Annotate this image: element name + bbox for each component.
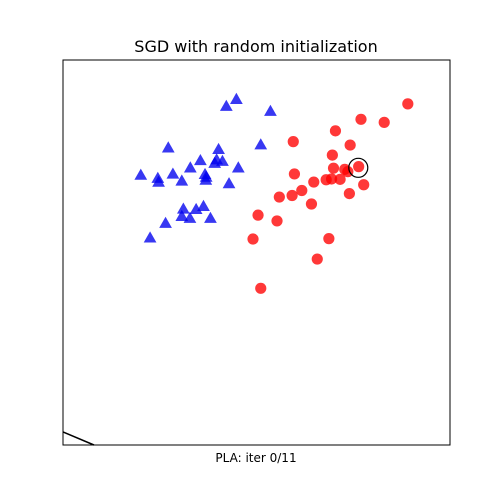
circle-point [378,116,390,128]
triangle-point [199,170,213,182]
triangle-point [159,216,172,228]
triangle-point [204,211,217,223]
circle-point [252,209,264,221]
triangle-point [189,202,203,215]
circle-point [287,136,299,148]
triangle-point [183,161,197,173]
triangle-point [222,177,236,189]
circle-point [334,173,346,185]
triangle-point [197,199,210,211]
x-axis-label: PLA: iter 0/11 [215,451,296,465]
triangle-point [212,142,225,154]
circle-point [327,162,340,174]
triangle-point [254,138,268,150]
circle-point [358,179,370,191]
circle-point [355,113,367,125]
axes-frame [62,59,451,446]
circle-point [320,174,332,186]
circle-point [286,189,298,202]
circle-point [323,233,335,245]
triangle-point [166,167,180,179]
circle-point [311,253,323,265]
circle-point [288,168,301,180]
plot-area [62,59,451,446]
circle-point [353,161,365,173]
decision-boundary-line [62,431,95,446]
triangle-point [134,168,148,180]
circle-point [343,187,355,200]
circle-point [273,191,285,203]
triangle-point [216,154,229,166]
circle-point [342,166,354,178]
triangle-point [264,104,277,116]
circle-point [308,176,320,188]
circle-point [402,98,414,110]
circle-point [296,184,308,197]
triangle-point [175,174,189,186]
triangle-point [230,92,243,104]
circle-point [344,139,356,151]
circle-point [329,125,342,137]
triangle-point [161,141,175,153]
circle-point [255,282,267,294]
triangle-point [152,175,165,187]
triangle-point [176,202,190,214]
triangle-point [219,99,233,111]
circle-point [326,149,338,161]
data-marks [134,92,414,294]
triangle-point [183,211,197,223]
circle-point [247,233,259,245]
triangle-point [143,231,157,243]
overlay [62,157,369,446]
triangle-point [175,209,189,221]
triangle-point [194,153,207,166]
chart-title: SGD with random initialization [134,37,377,56]
highlight-ring [348,157,369,178]
triangle-point [231,161,245,173]
circle-point [305,198,318,210]
circle-point [271,215,283,227]
